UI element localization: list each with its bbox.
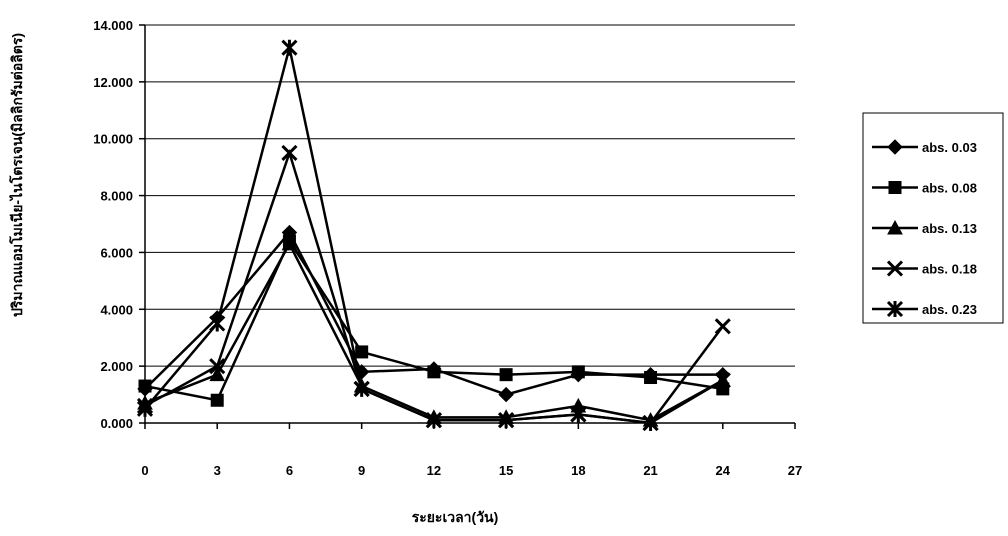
data-point [498,386,514,403]
axis-layer: 0.000 2.000 4.000 6.000 8.000 10.000 12.000 14.… [93,18,802,478]
x-tick-label: 27 [788,463,802,478]
x-tick-label: 3 [214,463,221,478]
data-point [425,412,442,429]
data-point [644,371,658,385]
data-point [570,406,587,423]
data-point [209,358,226,375]
x-tick-label: 15 [499,463,513,478]
legend-marker [887,139,903,155]
x-tick-label: 18 [571,463,585,478]
series-abs-0-13 [137,235,731,427]
data-point [138,379,152,393]
x-tick-label: 24 [716,463,731,478]
data-point [642,414,659,432]
x-tick-label: 0 [141,463,148,478]
legend-entry: abs. 0.13 [872,219,977,236]
data-point [427,365,441,379]
data-point [209,315,226,332]
x-tick-label: 9 [358,463,365,478]
y-tick-label: 12.000 [93,75,133,90]
data-point [281,39,298,56]
legend-label: abs. 0.08 [922,181,977,196]
legend: abs. 0.03 abs. 0.08 abs. 0.13 abs. 0.18 abs.… [862,112,1004,324]
data-point [353,380,370,397]
legend-label: abs. 0.13 [922,221,977,236]
y-tick-label: 2.000 [100,359,133,374]
data-point [209,366,226,382]
data-point [571,365,585,379]
legend-entry: abs. 0.03 [872,139,977,155]
data-point [498,412,515,429]
x-axis-title: ระยะเวลา(วัน) [412,509,499,525]
legend-marker [888,181,902,194]
y-tick-label: 14.000 [93,18,133,33]
legend-label: abs. 0.03 [922,140,977,155]
series-abs-0-08 [138,234,730,407]
legend-entry: abs. 0.18 [872,260,977,277]
y-tick-label: 8.000 [100,189,133,204]
y-axis-title: ปริมาณแอมโมเนีย-ไนโตรเจน(มิลลิกรัมต่อลิต… [8,33,25,317]
legend-entry: abs. 0.23 [872,300,977,318]
y-tick-label: 4.000 [100,302,133,317]
legend-label: abs. 0.18 [922,262,977,277]
data-point [136,400,154,417]
x-tick-label: 6 [286,463,293,478]
data-point [499,368,513,382]
data-point [210,393,224,407]
legend-entry: abs. 0.08 [872,181,977,196]
data-point [714,318,731,335]
x-tick-label: 21 [643,463,657,478]
series-layer [136,39,731,432]
data-point [355,345,369,359]
series-line [144,148,724,425]
y-tick-label: 6.000 [100,245,133,260]
data-point [714,372,731,389]
legend-marker [886,300,904,318]
legend-label: abs. 0.23 [922,302,977,317]
data-point [281,144,298,161]
y-tick-label: 0.000 [100,416,133,431]
x-tick-label: 12 [427,463,441,478]
data-point [281,235,298,251]
legend-marker [886,260,904,277]
grid-layer [145,24,795,367]
y-tick-label: 10.000 [93,132,133,147]
legend-marker [887,219,903,235]
series-abs-0-23 [136,39,731,432]
